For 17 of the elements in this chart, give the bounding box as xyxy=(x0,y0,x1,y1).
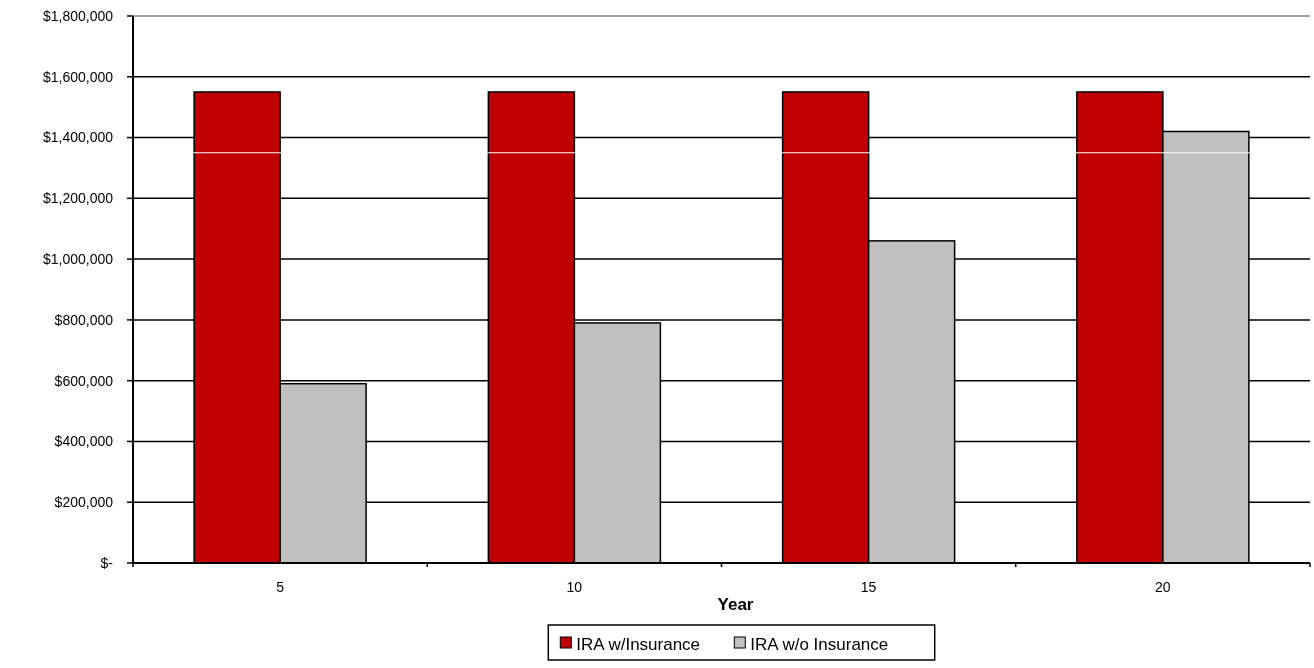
legend-label: IRA w/o Insurance xyxy=(750,635,889,654)
y-tick-label: $800,000 xyxy=(54,311,114,328)
x-tick-label: 15 xyxy=(860,579,877,595)
y-tick-label: $1,000,000 xyxy=(42,251,114,268)
x-tick-label: 20 xyxy=(1155,579,1171,595)
y-tick-label: $1,200,000 xyxy=(42,190,114,207)
x-axis-title: Year xyxy=(717,595,754,614)
y-tick-label: $1,800,000 xyxy=(42,7,114,24)
x-tick-label: 10 xyxy=(566,579,583,595)
y-tick-label: $600,000 xyxy=(54,372,114,389)
y-tick-label: $- xyxy=(100,554,114,571)
legend-label: IRA w/Insurance xyxy=(576,635,701,654)
x-tick-label: 5 xyxy=(276,579,285,595)
y-tick-label: $200,000 xyxy=(54,494,114,511)
y-tick-label: $1,600,000 xyxy=(42,68,114,85)
y-tick-label: $1,400,000 xyxy=(42,129,114,146)
y-tick-label: $400,000 xyxy=(54,433,114,450)
